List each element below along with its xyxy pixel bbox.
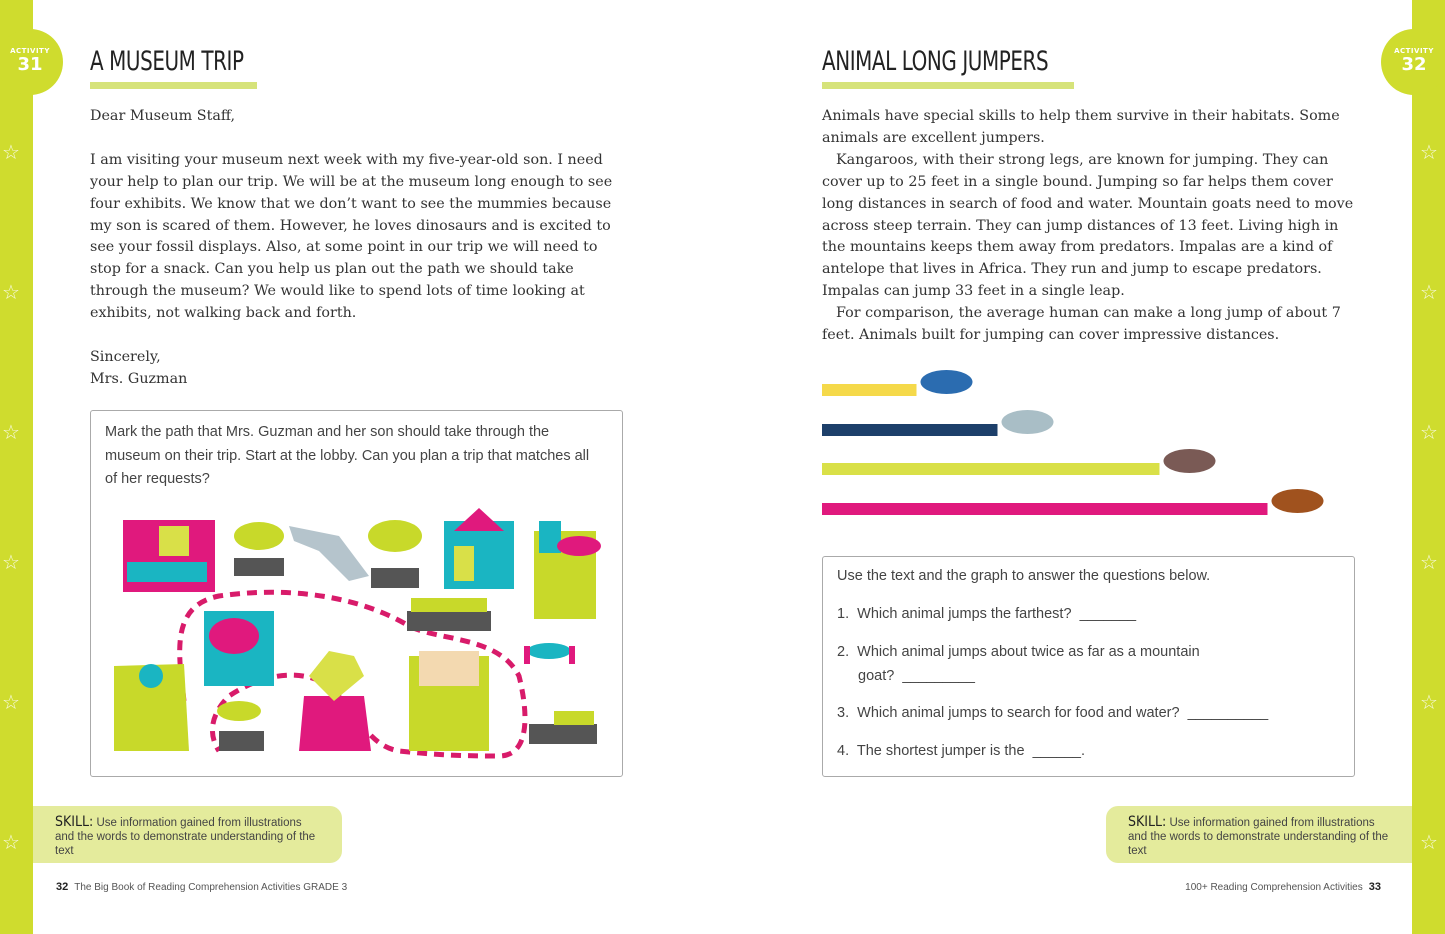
footer-left: 32 The Big Book of Reading Comprehension …	[50, 881, 347, 893]
lobby[interactable]	[114, 664, 189, 751]
star-icon: ☆	[2, 690, 20, 714]
star-icon: ☆	[1420, 830, 1438, 854]
impala-icon	[1271, 489, 1324, 513]
star-icon: ☆	[2, 280, 20, 304]
question-2-cont: goat? _________	[858, 668, 975, 684]
building-exhibit	[444, 508, 514, 589]
left-decorative-strip: ☆ ☆ ☆ ☆ ☆ ☆	[0, 0, 33, 934]
star-icon: ☆	[2, 830, 20, 854]
title-underline	[90, 82, 257, 89]
plant-icon	[217, 701, 264, 751]
paragraph: For comparison, the average human can ma…	[822, 305, 1341, 344]
gem-exhibit	[299, 651, 371, 751]
question-text: Which animal jumps to search for food an…	[857, 705, 1180, 721]
footer-text: The Big Book of Reading Comprehension Ac…	[74, 882, 348, 893]
kangaroo-icon	[1163, 449, 1216, 473]
letter-signature: Mrs. Guzman	[90, 370, 188, 387]
activity-label: ACTIVITY	[1394, 47, 1434, 55]
star-icon: ☆	[1420, 280, 1438, 304]
question-number: 4.	[837, 743, 850, 759]
answer-blank[interactable]: _________	[902, 668, 975, 684]
museum-map[interactable]	[109, 506, 609, 766]
letter-closing: Sincerely,	[90, 348, 161, 365]
questions-intro: Use the text and the graph to answer the…	[837, 568, 1211, 584]
article: Animals have special skills to help them…	[822, 106, 1362, 347]
bar-mountain-goat	[822, 424, 998, 436]
question-text: Which animal jumps about twice as far as…	[857, 644, 1200, 660]
plant-icon	[368, 520, 422, 588]
right-decorative-strip: ☆ ☆ ☆ ☆ ☆ ☆	[1412, 0, 1445, 934]
paragraph: Animals have special skills to help them…	[822, 108, 1340, 146]
question-number: 3.	[837, 705, 850, 721]
question-2: 2. Which animal jumps about twice as far…	[837, 644, 1200, 660]
dashed-path	[177, 589, 528, 759]
answer-blank[interactable]: ______.	[1032, 743, 1086, 759]
answer-blank[interactable]: _______	[1079, 606, 1137, 622]
activity-badge: ACTIVITY 32	[1381, 29, 1445, 95]
question-text: The shortest jumper is the	[856, 743, 1025, 759]
question-text: Which animal jumps the farthest?	[857, 606, 1072, 622]
human-icon	[920, 370, 973, 394]
dinosaur-fossil	[289, 526, 369, 581]
table-icon	[524, 643, 575, 664]
question-4: 4. The shortest jumper is the ______.	[837, 743, 1085, 759]
question-number: 1.	[837, 606, 850, 622]
activity-badge: ACTIVITY 31	[0, 29, 63, 95]
star-icon: ☆	[2, 420, 20, 444]
question-text: goat?	[858, 668, 895, 684]
skill-text: Use information gained from illustration…	[55, 817, 316, 857]
questions-box: Use the text and the graph to answer the…	[822, 556, 1355, 777]
beetle-exhibit	[204, 611, 274, 686]
book-exhibit	[409, 651, 489, 751]
activity-label: ACTIVITY	[10, 47, 50, 55]
skill-text: Use information gained from illustration…	[1128, 817, 1389, 857]
snack-area	[534, 521, 601, 619]
plant-icon	[407, 598, 491, 631]
title-underline	[822, 82, 1074, 89]
mummy-exhibit	[123, 520, 215, 592]
page-number: 33	[1368, 881, 1381, 893]
bar-kangaroo	[822, 463, 1160, 475]
star-icon: ☆	[1420, 140, 1438, 164]
bar-impala	[822, 503, 1268, 515]
star-icon: ☆	[1420, 550, 1438, 574]
mountain-goat-icon	[1001, 410, 1054, 434]
letter-greeting: Dear Museum Staff,	[90, 108, 236, 124]
paragraph: Kangaroos, with their strong legs, are k…	[822, 151, 1354, 300]
activity-number: 32	[1401, 54, 1427, 75]
instructions: Mark the path that Mrs. Guzman and her s…	[105, 424, 590, 487]
page-title: ANIMAL LONG JUMPERS	[822, 46, 1049, 77]
skill-label: SKILL:	[1128, 814, 1167, 830]
letter-body: I am visiting your museum next week with…	[90, 151, 613, 322]
skill-box: SKILL: Use information gained from illus…	[33, 806, 342, 863]
skill-label: SKILL:	[55, 814, 94, 830]
star-icon: ☆	[2, 550, 20, 574]
bar-human	[822, 384, 917, 396]
page-title: A MUSEUM TRIP	[90, 46, 244, 77]
skill-box: SKILL: Use information gained from illus…	[1106, 806, 1412, 863]
question-number: 2.	[837, 644, 850, 660]
plant-icon	[529, 711, 597, 744]
plant-icon	[234, 522, 284, 576]
letter: Dear Museum Staff, I am visiting your mu…	[90, 106, 615, 391]
star-icon: ☆	[1420, 420, 1438, 444]
museum-activity-box: Mark the path that Mrs. Guzman and her s…	[90, 410, 623, 777]
jump-distance-chart	[822, 370, 1324, 515]
answer-blank[interactable]: __________	[1187, 705, 1269, 721]
footer-text: 100+ Reading Comprehension Activities	[1185, 882, 1363, 893]
star-icon: ☆	[2, 140, 20, 164]
activity-number: 31	[17, 54, 43, 75]
question-3: 3. Which animal jumps to search for food…	[837, 705, 1268, 721]
star-icon: ☆	[1420, 690, 1438, 714]
question-1: 1. Which animal jumps the farthest? ____…	[837, 606, 1136, 622]
page-number: 32	[56, 881, 69, 893]
footer-right: 100+ Reading Comprehension Activities 33	[1185, 881, 1387, 893]
